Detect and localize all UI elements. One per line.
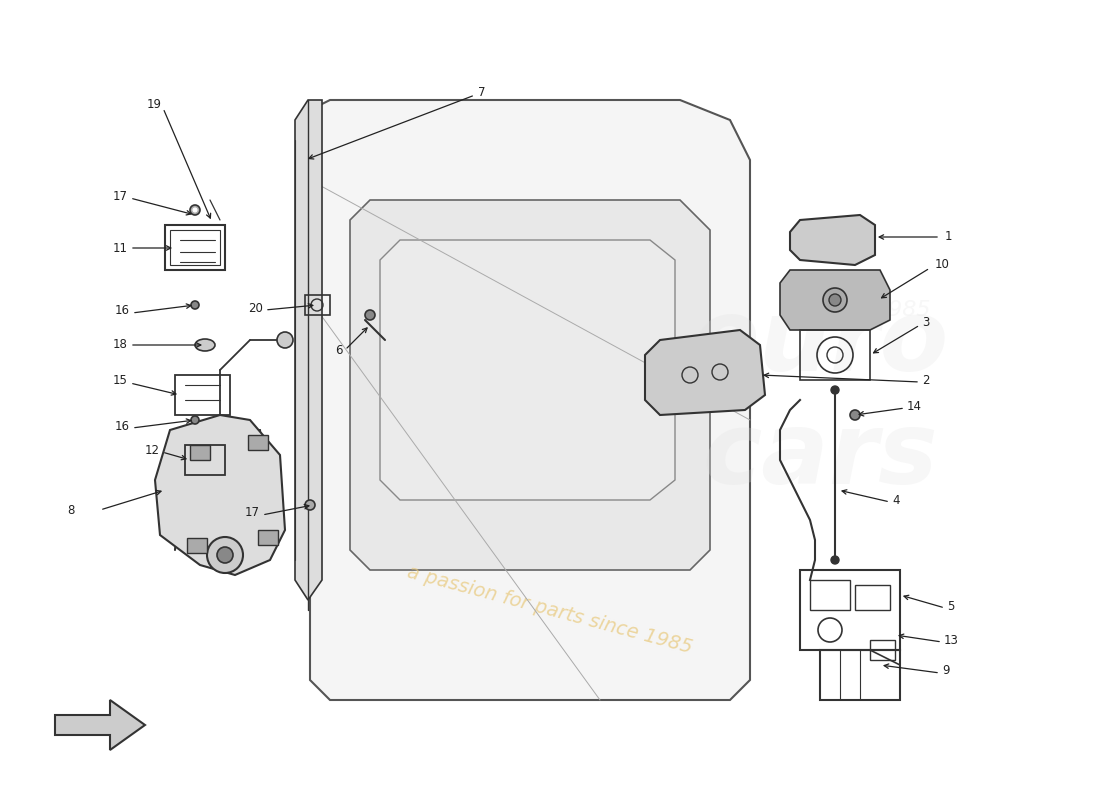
Text: 10: 10 — [935, 258, 950, 271]
Text: 17: 17 — [245, 506, 260, 519]
Bar — [855, 585, 890, 610]
Bar — [165, 225, 226, 270]
Bar — [248, 435, 268, 450]
Circle shape — [277, 332, 293, 348]
Polygon shape — [155, 415, 285, 575]
Circle shape — [823, 288, 847, 312]
Bar — [800, 330, 870, 380]
Text: 9: 9 — [942, 665, 949, 678]
Bar — [305, 295, 330, 315]
Circle shape — [829, 294, 842, 306]
Text: 4: 4 — [892, 494, 900, 506]
Text: 18: 18 — [113, 338, 128, 351]
Polygon shape — [350, 200, 710, 570]
Text: 3: 3 — [922, 315, 930, 329]
Text: 2: 2 — [922, 374, 930, 386]
Circle shape — [850, 410, 860, 420]
Circle shape — [190, 205, 200, 215]
Circle shape — [830, 386, 839, 394]
Text: 11: 11 — [113, 242, 128, 254]
Circle shape — [217, 547, 233, 563]
Text: 14: 14 — [908, 399, 922, 413]
Polygon shape — [295, 100, 322, 600]
Text: since 1985: since 1985 — [810, 300, 931, 320]
Circle shape — [305, 500, 315, 510]
Bar — [185, 445, 226, 475]
Bar — [820, 650, 900, 700]
Text: 1: 1 — [945, 230, 953, 243]
Text: 20: 20 — [249, 302, 263, 314]
Text: a passion for parts since 1985: a passion for parts since 1985 — [405, 562, 695, 658]
Bar — [190, 445, 210, 460]
Text: 12: 12 — [145, 443, 160, 457]
Bar — [800, 570, 900, 650]
Text: 17: 17 — [113, 190, 128, 202]
Polygon shape — [55, 700, 145, 750]
Circle shape — [191, 416, 199, 424]
Text: 13: 13 — [944, 634, 959, 646]
Circle shape — [191, 301, 199, 309]
Polygon shape — [790, 215, 874, 265]
Text: 15: 15 — [113, 374, 128, 387]
Bar — [870, 640, 895, 660]
Polygon shape — [379, 240, 675, 500]
Polygon shape — [780, 270, 890, 330]
Bar — [810, 580, 850, 610]
Text: 7: 7 — [478, 86, 485, 99]
Bar — [187, 538, 207, 553]
Circle shape — [365, 310, 375, 320]
Text: 16: 16 — [116, 419, 130, 433]
Text: euro
cars: euro cars — [692, 295, 948, 505]
Text: 16: 16 — [116, 305, 130, 318]
Circle shape — [192, 208, 197, 212]
Polygon shape — [310, 100, 750, 700]
Polygon shape — [645, 330, 764, 415]
Text: 5: 5 — [947, 599, 955, 613]
Circle shape — [207, 537, 243, 573]
Bar — [175, 375, 230, 415]
Circle shape — [830, 556, 839, 564]
Ellipse shape — [195, 339, 214, 351]
Text: 6: 6 — [336, 343, 343, 357]
Bar — [258, 530, 278, 545]
Text: 19: 19 — [147, 98, 162, 111]
Bar — [170, 230, 220, 265]
Text: 8: 8 — [67, 503, 75, 517]
